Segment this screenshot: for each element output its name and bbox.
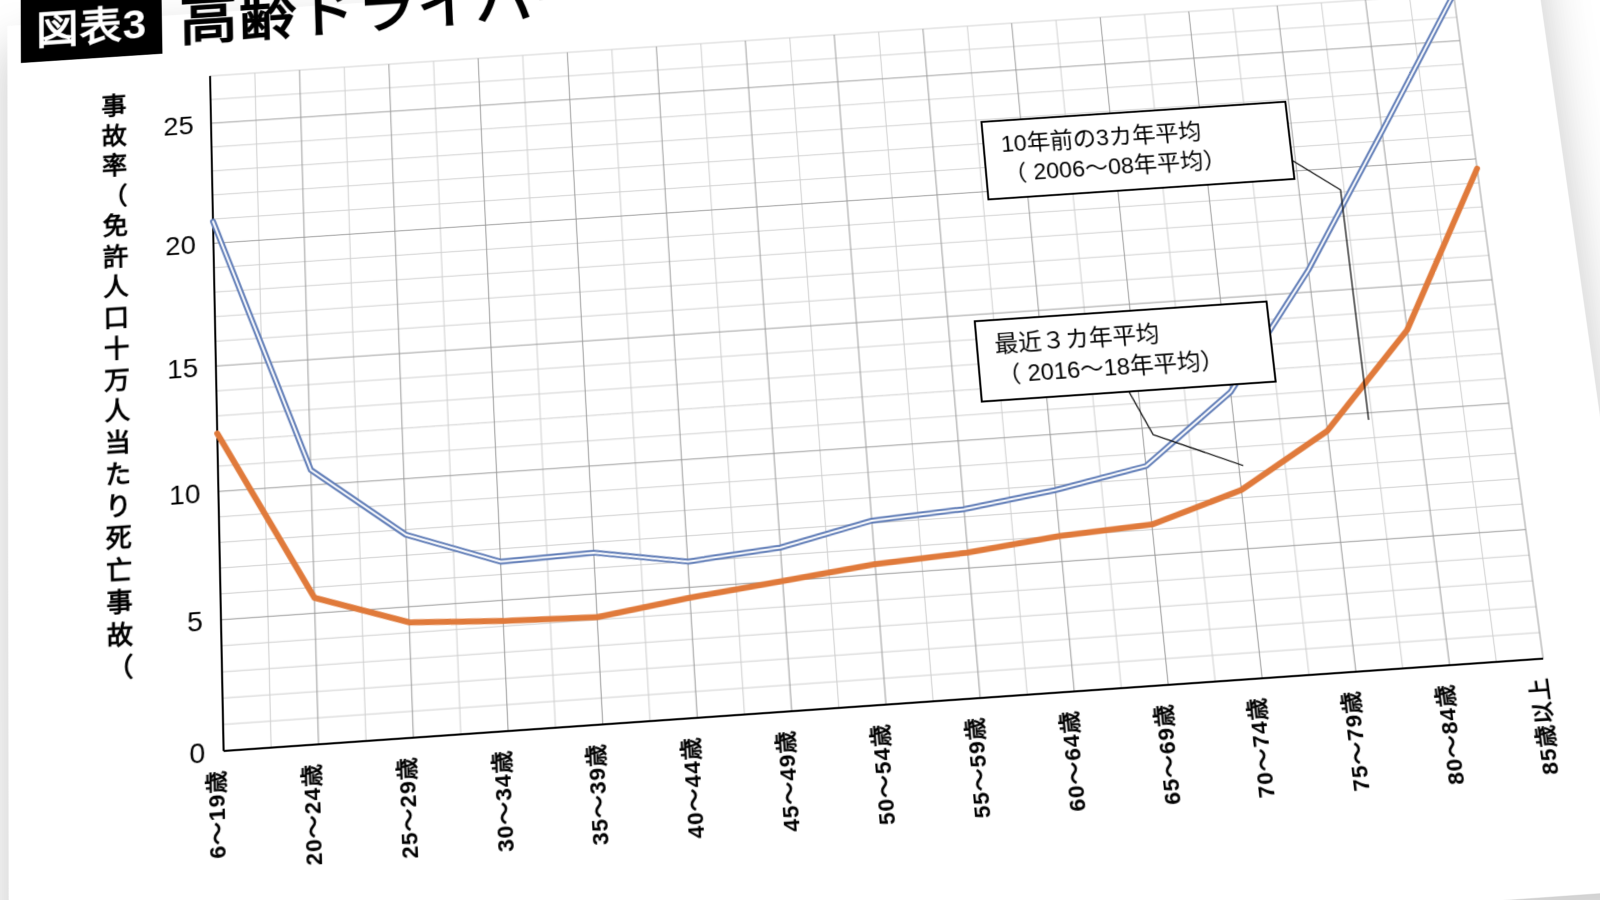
figure-badge: 図表3 (21, 0, 163, 63)
x-tick-label: 70～74歳 (1244, 696, 1281, 799)
y-tick-label: 15 (167, 353, 198, 385)
page: 図表3 高齢ドライバー 事故率（免許人口十万人当たり死亡事故（ 05101520… (0, 0, 1600, 900)
x-tick-label: 80～84歳 (1431, 683, 1469, 786)
y-axis-label: 事故率（免許人口十万人当たり死亡事故（ (100, 91, 134, 686)
x-tick-label: 20～24歳 (298, 762, 327, 866)
series-avg_2016_18 (214, 168, 1529, 643)
x-tick-label: 55～59歳 (961, 716, 995, 819)
x-tick-label: 75～79歳 (1338, 690, 1376, 793)
x-tick-label: 60～64歳 (1055, 709, 1090, 812)
y-tick-label: 10 (169, 478, 201, 511)
x-tick-label: 25～29歳 (393, 756, 423, 860)
x-tick-label: 6～19歳 (203, 769, 231, 859)
x-tick-label: 35～39歳 (583, 742, 614, 846)
y-tick-label: 20 (165, 230, 196, 262)
x-tick-label: 40～44歳 (678, 736, 710, 840)
x-tick-label: 65～69歳 (1150, 703, 1186, 806)
x-tick-label: 85歳以上 (1525, 676, 1564, 775)
sheet: 図表3 高齢ドライバー 事故率（免許人口十万人当たり死亡事故（ 05101520… (7, 0, 1600, 900)
chart-svg: 0 5 10 15 20 25 6～19歳 20～24歳 25～29歳 30～34歳 35～39歳 4… (162, 0, 1600, 900)
chart: 05101520256～19歳20～24歳25～29歳30～34歳35～39歳4… (162, 0, 1581, 806)
x-tick-label: 45～49歳 (772, 729, 805, 833)
x-tick-label: 30～34歳 (488, 749, 519, 853)
y-tick-label: 0 (189, 737, 206, 770)
y-tick-label: 5 (187, 606, 203, 639)
x-tick-label: 50～54歳 (867, 723, 901, 826)
y-tick-label: 25 (163, 110, 194, 141)
